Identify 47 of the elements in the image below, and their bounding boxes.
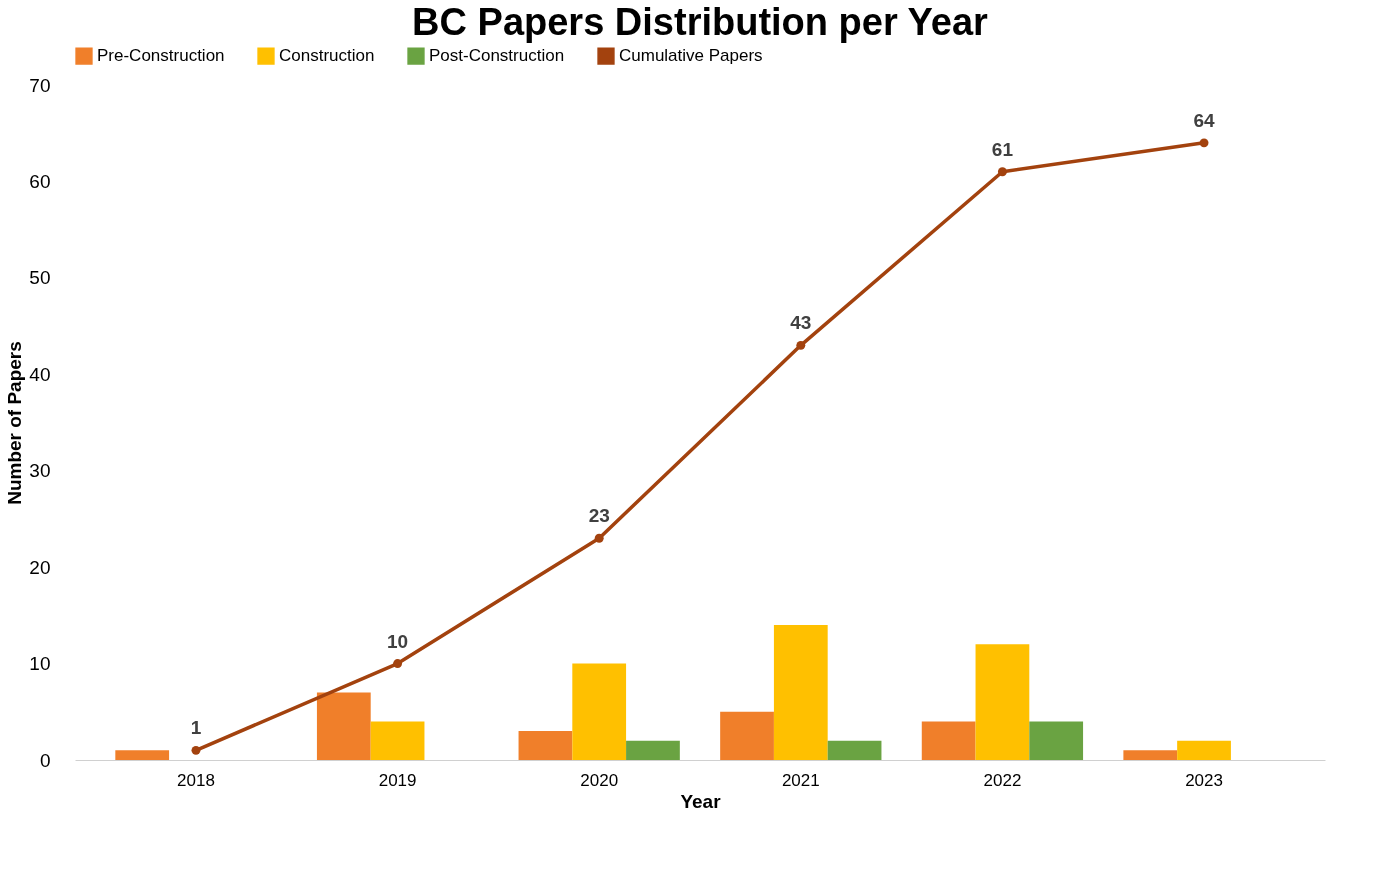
bar — [827, 740, 882, 760]
bar — [316, 692, 371, 760]
legend-label: Construction — [279, 46, 375, 66]
bar — [1177, 740, 1231, 760]
chart-title: BC Papers Distribution per Year — [412, 1, 989, 43]
data-label: 61 — [991, 138, 1014, 160]
y-tick-label: 30 — [29, 460, 51, 482]
point — [796, 340, 806, 350]
x-tick-label: 2021 — [781, 770, 820, 790]
y-tick-label: 20 — [29, 556, 51, 578]
x-tick-label: 2019 — [378, 770, 417, 790]
bar — [370, 721, 425, 760]
point — [594, 533, 604, 543]
legend-label: Cumulative Papers — [619, 46, 763, 66]
data-label: 43 — [790, 312, 812, 334]
x-tick-label: 2020 — [580, 770, 619, 790]
bar — [921, 721, 976, 760]
y-tick-label: 10 — [29, 653, 51, 675]
y-tick-label: 40 — [29, 363, 51, 385]
data-label: 10 — [387, 630, 409, 652]
bar — [115, 750, 170, 760]
x-tick-label: 2023 — [1185, 770, 1223, 790]
point — [997, 167, 1007, 177]
y-tick-label: 70 — [29, 74, 51, 96]
point — [1199, 138, 1209, 148]
y-tick-label: 50 — [29, 267, 51, 289]
bar — [626, 740, 680, 760]
bar — [1029, 721, 1084, 760]
x-axis-title: Year — [680, 790, 722, 812]
bar — [1123, 750, 1178, 760]
data-label: 23 — [588, 505, 610, 527]
y-axis-title: Number of Papers — [4, 341, 26, 505]
data-label: 1 — [190, 717, 202, 739]
bar — [572, 663, 627, 760]
legend-label: Pre-Construction — [97, 46, 225, 66]
point — [191, 745, 201, 755]
bar — [773, 625, 828, 760]
bar — [518, 731, 573, 760]
y-tick-label: 0 — [39, 749, 51, 771]
x-tick-label: 2022 — [983, 770, 1022, 790]
bar — [975, 644, 1030, 760]
point — [393, 659, 403, 669]
data-label: 64 — [1193, 109, 1216, 131]
x-tick-label: 2018 — [177, 770, 215, 790]
bar — [720, 711, 774, 760]
y-tick-label: 60 — [29, 170, 51, 192]
legend-label: Post-Construction — [429, 46, 565, 66]
